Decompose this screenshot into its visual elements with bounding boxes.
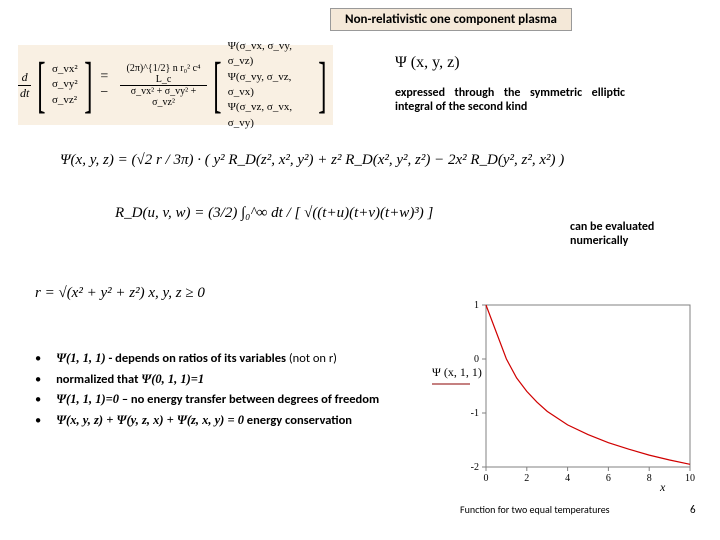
psi-label-text: Ψ (x, y, z): [395, 54, 460, 71]
page-number: 6: [690, 503, 696, 516]
svg-text:0: 0: [474, 354, 479, 365]
description-1: expressed through the symmetric elliptic…: [395, 86, 625, 114]
svg-text:0: 0: [484, 473, 489, 484]
title-box: Non-relativistic one component plasma: [330, 8, 572, 31]
svg-text:2: 2: [524, 473, 529, 484]
description-2: can be evaluated numerically: [570, 220, 700, 248]
chart-caption: Function for two equal temperatures: [460, 503, 610, 516]
b1c: (not on r): [286, 351, 337, 366]
desc2-text: can be evaluated numerically: [570, 220, 654, 248]
svg-text:-2: -2: [471, 462, 479, 473]
pagenum-text: 6: [690, 503, 696, 516]
bullet-list: Ψ(1, 1, 1) - depends on ratios of its va…: [35, 350, 415, 432]
bullet-4: Ψ(x, y, z) + Ψ(y, z, x) + Ψ(z, x, y) = 0…: [35, 412, 415, 430]
svg-text:4: 4: [565, 473, 570, 484]
b2b: Ψ(0, 1, 1)=1: [141, 372, 204, 386]
bullet-3: Ψ(1, 1, 1)=0 – no energy transfer betwee…: [35, 391, 415, 409]
equation-4: r = √(x² + y² + z²) x, y, z ≥ 0: [35, 285, 205, 302]
eq1-rhs2: Ψ(σ_vz, σ_vx, σ_vy): [228, 101, 292, 128]
bullet-1: Ψ(1, 1, 1) - depends on ratios of its va…: [35, 350, 415, 368]
bullet-2: normalized that Ψ(0, 1, 1)=1: [35, 371, 415, 389]
eq1-lhs1: σ_vy²: [52, 78, 78, 90]
chart-svg: 0 2 4 6 8 10 -2 -1 0 1 x Ψ (x, 1, 1): [430, 295, 700, 495]
svg-text:x: x: [659, 480, 666, 494]
equation-2: Ψ(x, y, z) = (√2 r / 3π) · ( y² R_D(z², …: [60, 152, 564, 169]
b3b: – no energy transfer between degrees of …: [119, 392, 379, 407]
b2a: normalized that: [56, 372, 141, 387]
b3a: Ψ(1, 1, 1)=0: [56, 392, 119, 406]
chart-caption-text: Function for two equal temperatures: [460, 503, 610, 516]
b1a: Ψ(1, 1, 1): [56, 351, 106, 365]
eq4-text: r = √(x² + y² + z²) x, y, z ≥ 0: [35, 285, 205, 301]
eq1-prefactor: (2π)^{1/2} n r₀² c⁴ L_c: [120, 63, 207, 86]
svg-text:1: 1: [474, 300, 479, 311]
eq1-denom: σ_vx² + σ_vy² + σ_vz²: [120, 86, 207, 108]
eq1-rhs1: Ψ(σ_vy, σ_vz, σ_vx): [228, 71, 292, 98]
eq2-text: Ψ(x, y, z) = (√2 r / 3π) · ( y² R_D(z², …: [60, 152, 564, 168]
svg-text:Ψ (x, 1, 1): Ψ (x, 1, 1): [432, 365, 482, 379]
chart: 0 2 4 6 8 10 -2 -1 0 1 x Ψ (x, 1, 1): [430, 295, 700, 495]
eq1-rhs0: Ψ(σ_vx, σ_vy, σ_vz): [228, 40, 292, 67]
eq1-lhs0: σ_vx²: [52, 63, 78, 75]
svg-text:10: 10: [685, 473, 695, 484]
svg-text:6: 6: [606, 473, 611, 484]
eq3-text: R_D(u, v, w) = (3/2) ∫₀^∞ dt / [ √((t+u)…: [115, 205, 433, 221]
svg-text:8: 8: [647, 473, 652, 484]
svg-text:-1: -1: [471, 408, 479, 419]
psi-function-label: Ψ (x, y, z): [395, 54, 460, 72]
b4b: energy conservation: [244, 413, 352, 428]
b4a: Ψ(x, y, z) + Ψ(y, z, x) + Ψ(z, x, y) = 0: [56, 413, 244, 427]
equation-3: R_D(u, v, w) = (3/2) ∫₀^∞ dt / [ √((t+u)…: [115, 205, 433, 222]
b1b: - depends on ratios of its variables: [106, 351, 286, 366]
eq1-lhs2: σ_vz²: [52, 94, 77, 106]
title-text: Non-relativistic one component plasma: [345, 12, 557, 27]
equation-1: ddt [ σ_vx² σ_vy² σ_vz² ] = − (2π)^{1/2}…: [18, 45, 333, 125]
desc1-text: expressed through the symmetric elliptic…: [395, 86, 625, 114]
